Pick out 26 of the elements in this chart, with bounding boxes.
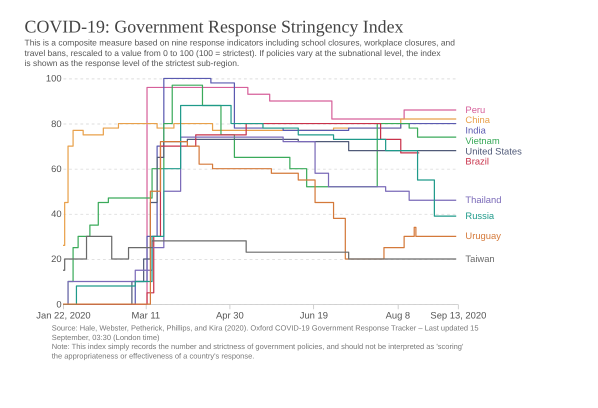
text: Brazil <box>465 156 489 167</box>
y-tick-label: 100 <box>46 72 62 84</box>
x-tick-label: Jan 22, 2020 <box>36 310 91 321</box>
y-tick-label: 0 <box>56 298 62 310</box>
series-label: Taiwan <box>465 252 495 264</box>
series-label: Peru <box>465 104 486 115</box>
text: Note: This index simply records the number and strictness of government policies, and should not be interpreted as 'scoring' the appropriateness or effectiveness of a country's response. <box>52 342 464 361</box>
y-tick-label: 80 <box>51 118 62 129</box>
series-label: United States <box>465 145 522 156</box>
x-tick-label: Apr 30 <box>216 310 244 321</box>
series-label: Russia <box>465 210 495 221</box>
series-label: China <box>465 114 491 126</box>
series-label: Vietnam <box>465 134 500 146</box>
y-tick-label: 40 <box>51 208 62 220</box>
x-tick-label: Jun 19 <box>300 310 328 321</box>
x-tick-label: Mar 11 <box>132 310 160 321</box>
chart-title: COVID-19: Government Response Stringency Index <box>24 16 404 36</box>
series-label: Thailand <box>465 194 502 206</box>
series-label: Uruguay <box>465 230 502 242</box>
source-note: Source: Hale, Webster, Petherick, Phillips, and Kira (2020). Oxford COVID-19 Government Response Tracker – Last updated 15 September, 03:30 (London time) <box>52 323 479 342</box>
y-tick-label: 60 <box>51 162 62 174</box>
series-label: India <box>465 124 487 136</box>
x-tick-label: Aug 8 <box>386 310 410 321</box>
chart-subtitle: This is a composite measure based on nine response indicators including school closures, workplace closures, and travel bans, rescaled to a value from 0 to 100 (100 = strictest). If policies vary at the subnational level, the index is shown as the response level of the strictest sub-region. <box>24 38 456 68</box>
x-tick-label: Sep 13, 2020 <box>430 310 486 321</box>
y-tick-label: 20 <box>51 253 62 264</box>
